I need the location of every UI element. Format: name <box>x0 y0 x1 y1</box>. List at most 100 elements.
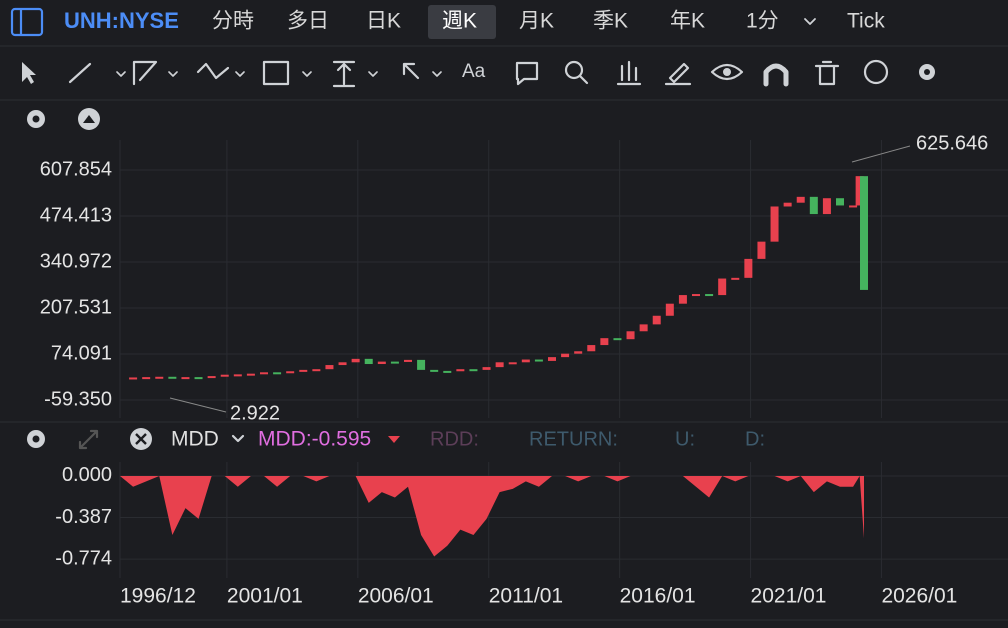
pen-tool[interactable] <box>664 62 692 86</box>
close-x <box>135 433 147 445</box>
candle <box>390 361 399 364</box>
candle <box>731 277 740 280</box>
candle <box>351 358 360 363</box>
y-tick-label: 0.000 <box>62 464 112 486</box>
candle <box>443 370 452 373</box>
candle <box>508 362 517 365</box>
chart-settings-hole <box>32 115 40 123</box>
candle <box>757 241 766 259</box>
magnet-tool[interactable] <box>763 63 789 87</box>
period-tab[interactable]: 分時 <box>212 10 254 33</box>
indicator-name[interactable]: MDD <box>171 428 219 451</box>
x-tick-label: 2011/01 <box>489 585 563 608</box>
candle <box>469 369 478 372</box>
layout-icon[interactable] <box>10 7 44 37</box>
candle <box>142 377 151 380</box>
candle <box>521 359 530 363</box>
candle <box>207 376 216 379</box>
active-tab <box>428 5 496 39</box>
period-tab[interactable]: 日K <box>366 10 401 33</box>
indicator-value: MDD:-0.595 <box>258 428 371 451</box>
period-tab[interactable]: 1分 <box>746 10 779 33</box>
candle <box>600 338 609 346</box>
delete-tool[interactable] <box>814 60 840 86</box>
candle <box>770 206 779 242</box>
candle <box>155 376 164 379</box>
search-tool[interactable] <box>564 60 584 80</box>
eye-pupil <box>723 68 731 76</box>
collapse-arrow <box>83 115 95 123</box>
y-tick-label: 474.413 <box>40 204 112 226</box>
tool-dropdowns <box>116 71 442 77</box>
low-label: 2.922 <box>230 402 280 424</box>
candle <box>181 377 190 380</box>
symbol[interactable]: UNH:NYSE <box>64 8 179 33</box>
search-handle <box>578 74 589 85</box>
candle <box>626 331 635 340</box>
eye-tool[interactable] <box>710 63 744 81</box>
candle <box>548 357 556 361</box>
sync-tool[interactable] <box>863 59 889 85</box>
period-tab[interactable]: 月K <box>519 10 554 33</box>
candle-tool[interactable] <box>616 60 642 86</box>
candle <box>495 362 504 368</box>
period-tab[interactable]: 年K <box>670 10 705 33</box>
period-tab[interactable]: Tick <box>847 10 885 33</box>
candle <box>286 371 295 374</box>
candle <box>417 359 426 370</box>
candle <box>849 205 858 208</box>
note-tool[interactable] <box>515 61 539 86</box>
candle <box>705 294 714 297</box>
text-tool[interactable]: Aa <box>462 61 486 82</box>
candle <box>783 202 792 207</box>
candle <box>194 377 203 380</box>
candle <box>404 359 412 362</box>
x-tick-label: 2021/01 <box>751 585 827 608</box>
candle <box>796 196 805 203</box>
candle <box>855 176 864 206</box>
candle <box>364 358 373 365</box>
candle <box>338 362 347 366</box>
candle <box>168 376 177 379</box>
y-tick-label: -0.774 <box>55 547 112 569</box>
candle <box>220 374 229 377</box>
measure-tool[interactable] <box>332 60 356 88</box>
x-tick-label: 1996/12 <box>120 585 196 608</box>
settings-hole <box>924 69 930 75</box>
indicator-field: RETURN: <box>529 428 618 450</box>
candle <box>665 303 674 316</box>
candle <box>744 258 753 278</box>
indicator-dropdown <box>231 434 245 443</box>
pointer-tool[interactable] <box>22 62 36 84</box>
candle <box>613 338 622 341</box>
candle <box>809 196 818 215</box>
candle <box>246 373 255 376</box>
low-leader <box>169 397 227 413</box>
indicator-settings-hole <box>32 435 40 443</box>
top-bar <box>0 0 1008 44</box>
candle <box>639 324 648 332</box>
wave-tool[interactable] <box>196 62 230 80</box>
period-tab[interactable]: 多日 <box>287 10 329 33</box>
candle <box>129 377 138 380</box>
y-tick-label: 74.091 <box>51 342 112 364</box>
candle <box>652 315 661 325</box>
candle <box>574 351 583 354</box>
y-tick-label: -0.387 <box>55 506 112 528</box>
expand-icon[interactable] <box>78 429 99 450</box>
candle <box>233 374 242 377</box>
fib-tool[interactable] <box>262 60 290 86</box>
polyline-tool[interactable] <box>132 60 158 86</box>
down-arrow <box>388 436 400 443</box>
indicator-field: RDD: <box>430 428 479 450</box>
period-tab[interactable]: 季K <box>593 10 628 33</box>
period-tab[interactable]: 週K <box>442 10 477 33</box>
tool-icons: Aa <box>22 59 935 88</box>
y-tick-label: 607.854 <box>40 158 112 180</box>
candle <box>377 361 386 365</box>
arrow-tool[interactable] <box>402 62 420 80</box>
line-tool[interactable] <box>68 62 92 84</box>
candle <box>273 372 282 375</box>
